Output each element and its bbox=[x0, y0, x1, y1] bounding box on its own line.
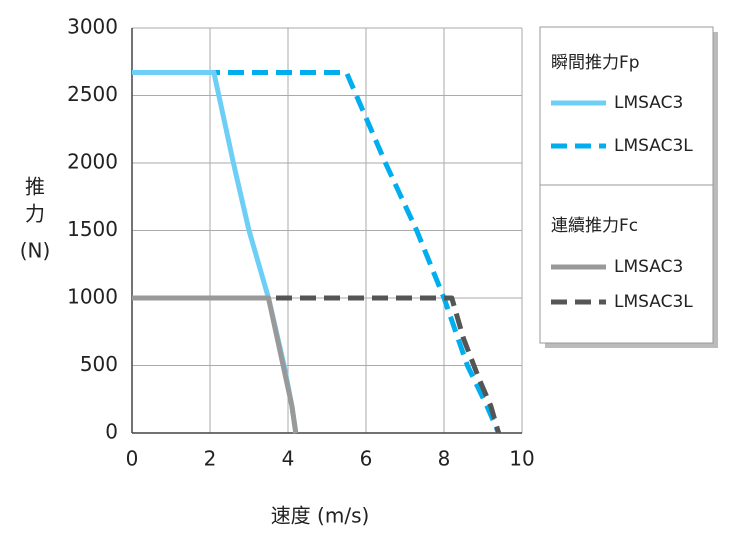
legend-label: LMSAC3 bbox=[614, 257, 683, 277]
series-line bbox=[132, 295, 502, 434]
y-axis-label: 推 bbox=[25, 175, 45, 199]
y-tick-label: 2500 bbox=[67, 82, 118, 106]
y-tick-label: 1000 bbox=[67, 285, 118, 309]
series-line bbox=[132, 295, 299, 434]
y-tick-label: 1500 bbox=[67, 217, 118, 241]
y-tick-label: 2000 bbox=[67, 150, 118, 174]
x-axis-label: 速度 (m/s) bbox=[271, 504, 370, 528]
y-axis-label: 力 bbox=[25, 202, 45, 226]
y-tick-label: 3000 bbox=[67, 15, 118, 39]
y-tick-label: 500 bbox=[80, 352, 118, 376]
legend-group-title: 連續推力Fc bbox=[551, 216, 638, 236]
y-tick-label: 0 bbox=[105, 420, 118, 444]
legend-label: LMSAC3 bbox=[614, 93, 683, 113]
series-line bbox=[132, 70, 299, 434]
y-axis-label: (N) bbox=[20, 239, 51, 263]
legend-group-title: 瞬間推力Fp bbox=[551, 53, 640, 73]
legend-label: LMSAC3L bbox=[614, 292, 693, 312]
x-tick-label: 4 bbox=[282, 447, 295, 471]
x-tick-label: 0 bbox=[126, 447, 139, 471]
series-line bbox=[132, 70, 501, 434]
legend-label: LMSAC3L bbox=[614, 136, 693, 156]
x-tick-label: 8 bbox=[438, 447, 451, 471]
x-tick-label: 2 bbox=[204, 447, 217, 471]
x-tick-label: 6 bbox=[360, 447, 373, 471]
x-tick-label: 10 bbox=[509, 447, 534, 471]
